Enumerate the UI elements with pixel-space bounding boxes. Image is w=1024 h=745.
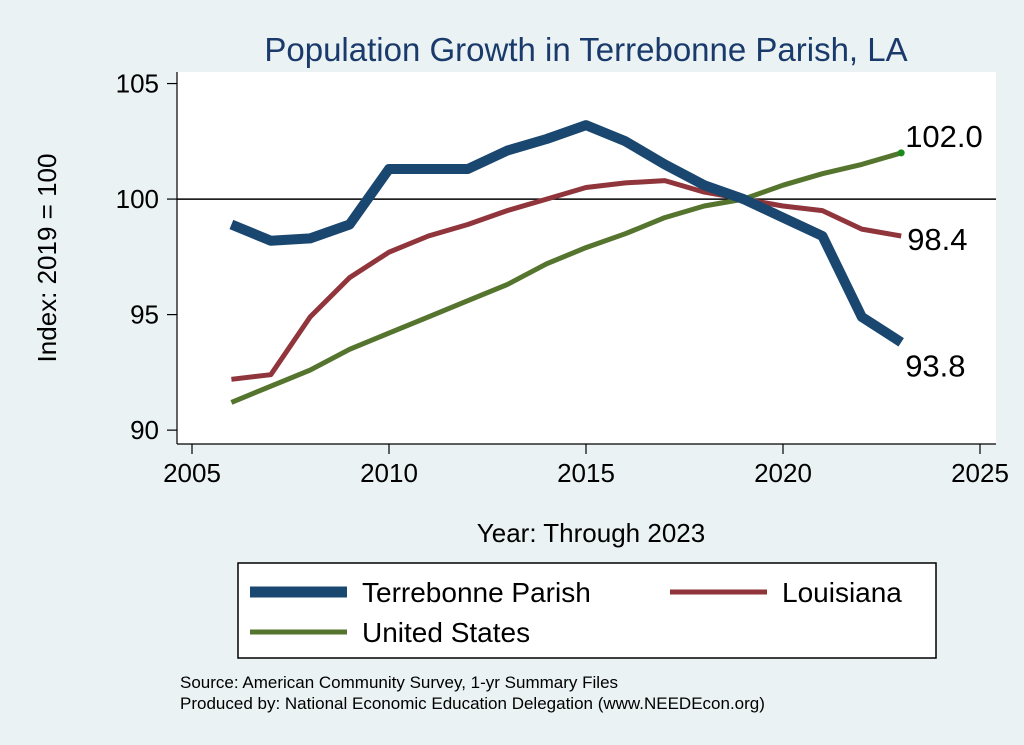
x-tick-label: 2010 [360, 458, 418, 488]
series-layer [229, 120, 905, 405]
source-note: Source: American Community Survey, 1-yr … [180, 673, 618, 692]
axes: 90 95 100 105 2005 2010 2015 2020 2025 [116, 69, 1009, 488]
united-states-end-marker [897, 149, 905, 157]
x-tick-label: 2005 [163, 458, 221, 488]
y-tick-label: 90 [130, 415, 159, 445]
legend: Terrebonne Parish Louisiana United State… [237, 562, 937, 659]
legend-label-terrebonne: Terrebonne Parish [362, 577, 591, 608]
series-line-louisiana [231, 178, 902, 382]
end-label-louisiana: 98.4 [907, 222, 967, 257]
legend-box [237, 562, 937, 659]
legend-label-louisiana: Louisiana [782, 577, 902, 608]
chart-title: Population Growth in Terrebonne Parish, … [264, 31, 907, 68]
end-label-terrebonne-parish: 93.8 [905, 348, 965, 383]
producer-note: Produced by: National Economic Education… [180, 694, 765, 713]
y-axis-label: Index: 2019 = 100 [32, 154, 62, 363]
plot-area [177, 72, 996, 444]
end-labels: 93.8 98.4 102.0 [905, 119, 983, 383]
y-tick-label: 105 [116, 69, 159, 99]
y-tick-label: 100 [116, 184, 159, 214]
legend-label-united-states: United States [362, 617, 530, 648]
x-tick-label: 2020 [754, 458, 812, 488]
x-tick-label: 2025 [951, 458, 1009, 488]
series-line-united-states [230, 150, 902, 405]
x-tick-label: 2015 [557, 458, 615, 488]
x-axis-label: Year: Through 2023 [477, 518, 705, 548]
series-line-terrebonne-parish [229, 120, 904, 347]
y-tick-label: 95 [130, 300, 159, 330]
end-label-united-states: 102.0 [905, 119, 983, 154]
